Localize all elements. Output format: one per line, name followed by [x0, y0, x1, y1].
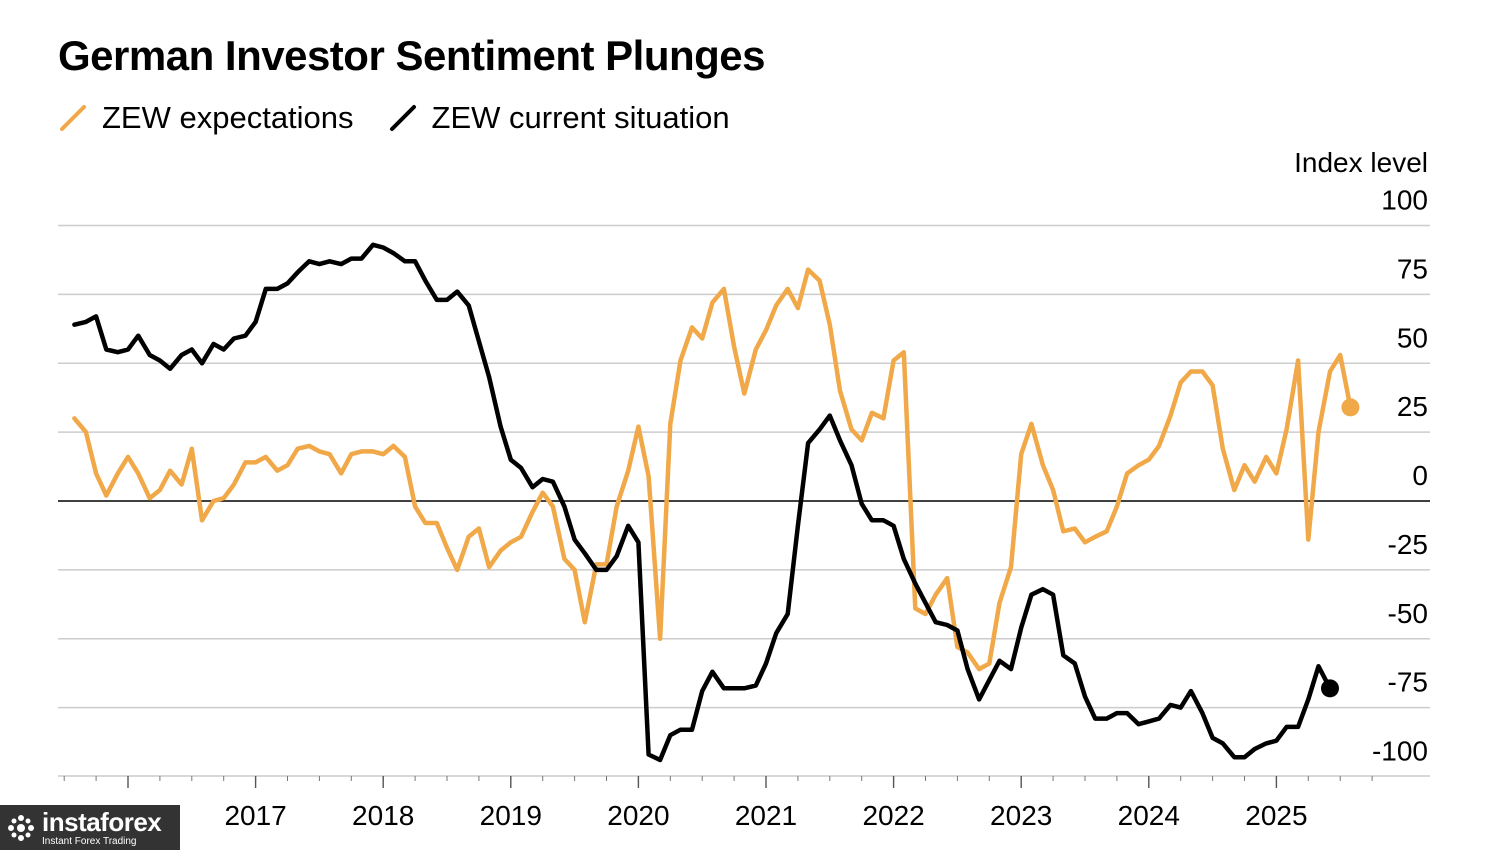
instaforex-logo-icon	[8, 814, 34, 841]
end-marker-current-situation	[1320, 679, 1339, 698]
series-lines	[72, 242, 1360, 763]
x-tick-label: 2019	[480, 800, 542, 831]
end-marker-expectations	[1341, 398, 1360, 417]
watermark-name: instaforex	[42, 806, 162, 837]
y-tick-label: -25	[1388, 529, 1428, 560]
legend-item-current-situation: ZEW current situation	[388, 100, 730, 136]
chart-title: German Investor Sentiment Plunges	[58, 32, 766, 79]
y-tick-label: 25	[1397, 391, 1428, 422]
y-tick-label: 100	[1381, 185, 1428, 216]
legend-label-expectations: ZEW expectations	[102, 100, 354, 135]
grid-lines	[58, 224, 1430, 709]
y-tick-label: 75	[1397, 253, 1428, 284]
y-axis-label: Index level	[1294, 147, 1428, 178]
x-tick-label: 2022	[862, 800, 924, 831]
series-line-current-situation	[72, 242, 1333, 763]
y-tick-label: -75	[1388, 667, 1428, 698]
y-tick-label: -100	[1372, 736, 1428, 767]
x-tick-label: 2025	[1245, 800, 1307, 831]
series-line-expectations	[72, 267, 1353, 672]
legend-label-current-situation: ZEW current situation	[431, 100, 730, 135]
x-axis: 2016201720182019202020212022202320242025	[58, 775, 1430, 831]
y-tick-label: 50	[1397, 322, 1428, 353]
x-tick-label: 2021	[735, 800, 797, 831]
orange-line-swatch-icon	[60, 105, 86, 131]
instaforex-watermark: instaforex Instant Forex Trading	[0, 805, 180, 850]
x-tick-label: 2024	[1118, 800, 1180, 831]
x-tick-label: 2020	[607, 800, 669, 831]
x-tick-label: 2018	[352, 800, 414, 831]
y-tick-labels: 100 75 50 25 0 -25 -50 -75 -100	[1372, 185, 1428, 767]
black-line-swatch-icon	[389, 105, 416, 131]
x-tick-label: 2023	[990, 800, 1052, 831]
y-tick-label: 0	[1412, 460, 1428, 491]
y-tick-label: -50	[1388, 598, 1428, 629]
x-tick-label: 2017	[224, 800, 286, 831]
chart-legend: ZEW expectations ZEW current situation	[58, 100, 764, 136]
legend-item-expectations: ZEW expectations	[58, 100, 354, 136]
watermark-tagline: Instant Forex Trading	[42, 835, 137, 847]
